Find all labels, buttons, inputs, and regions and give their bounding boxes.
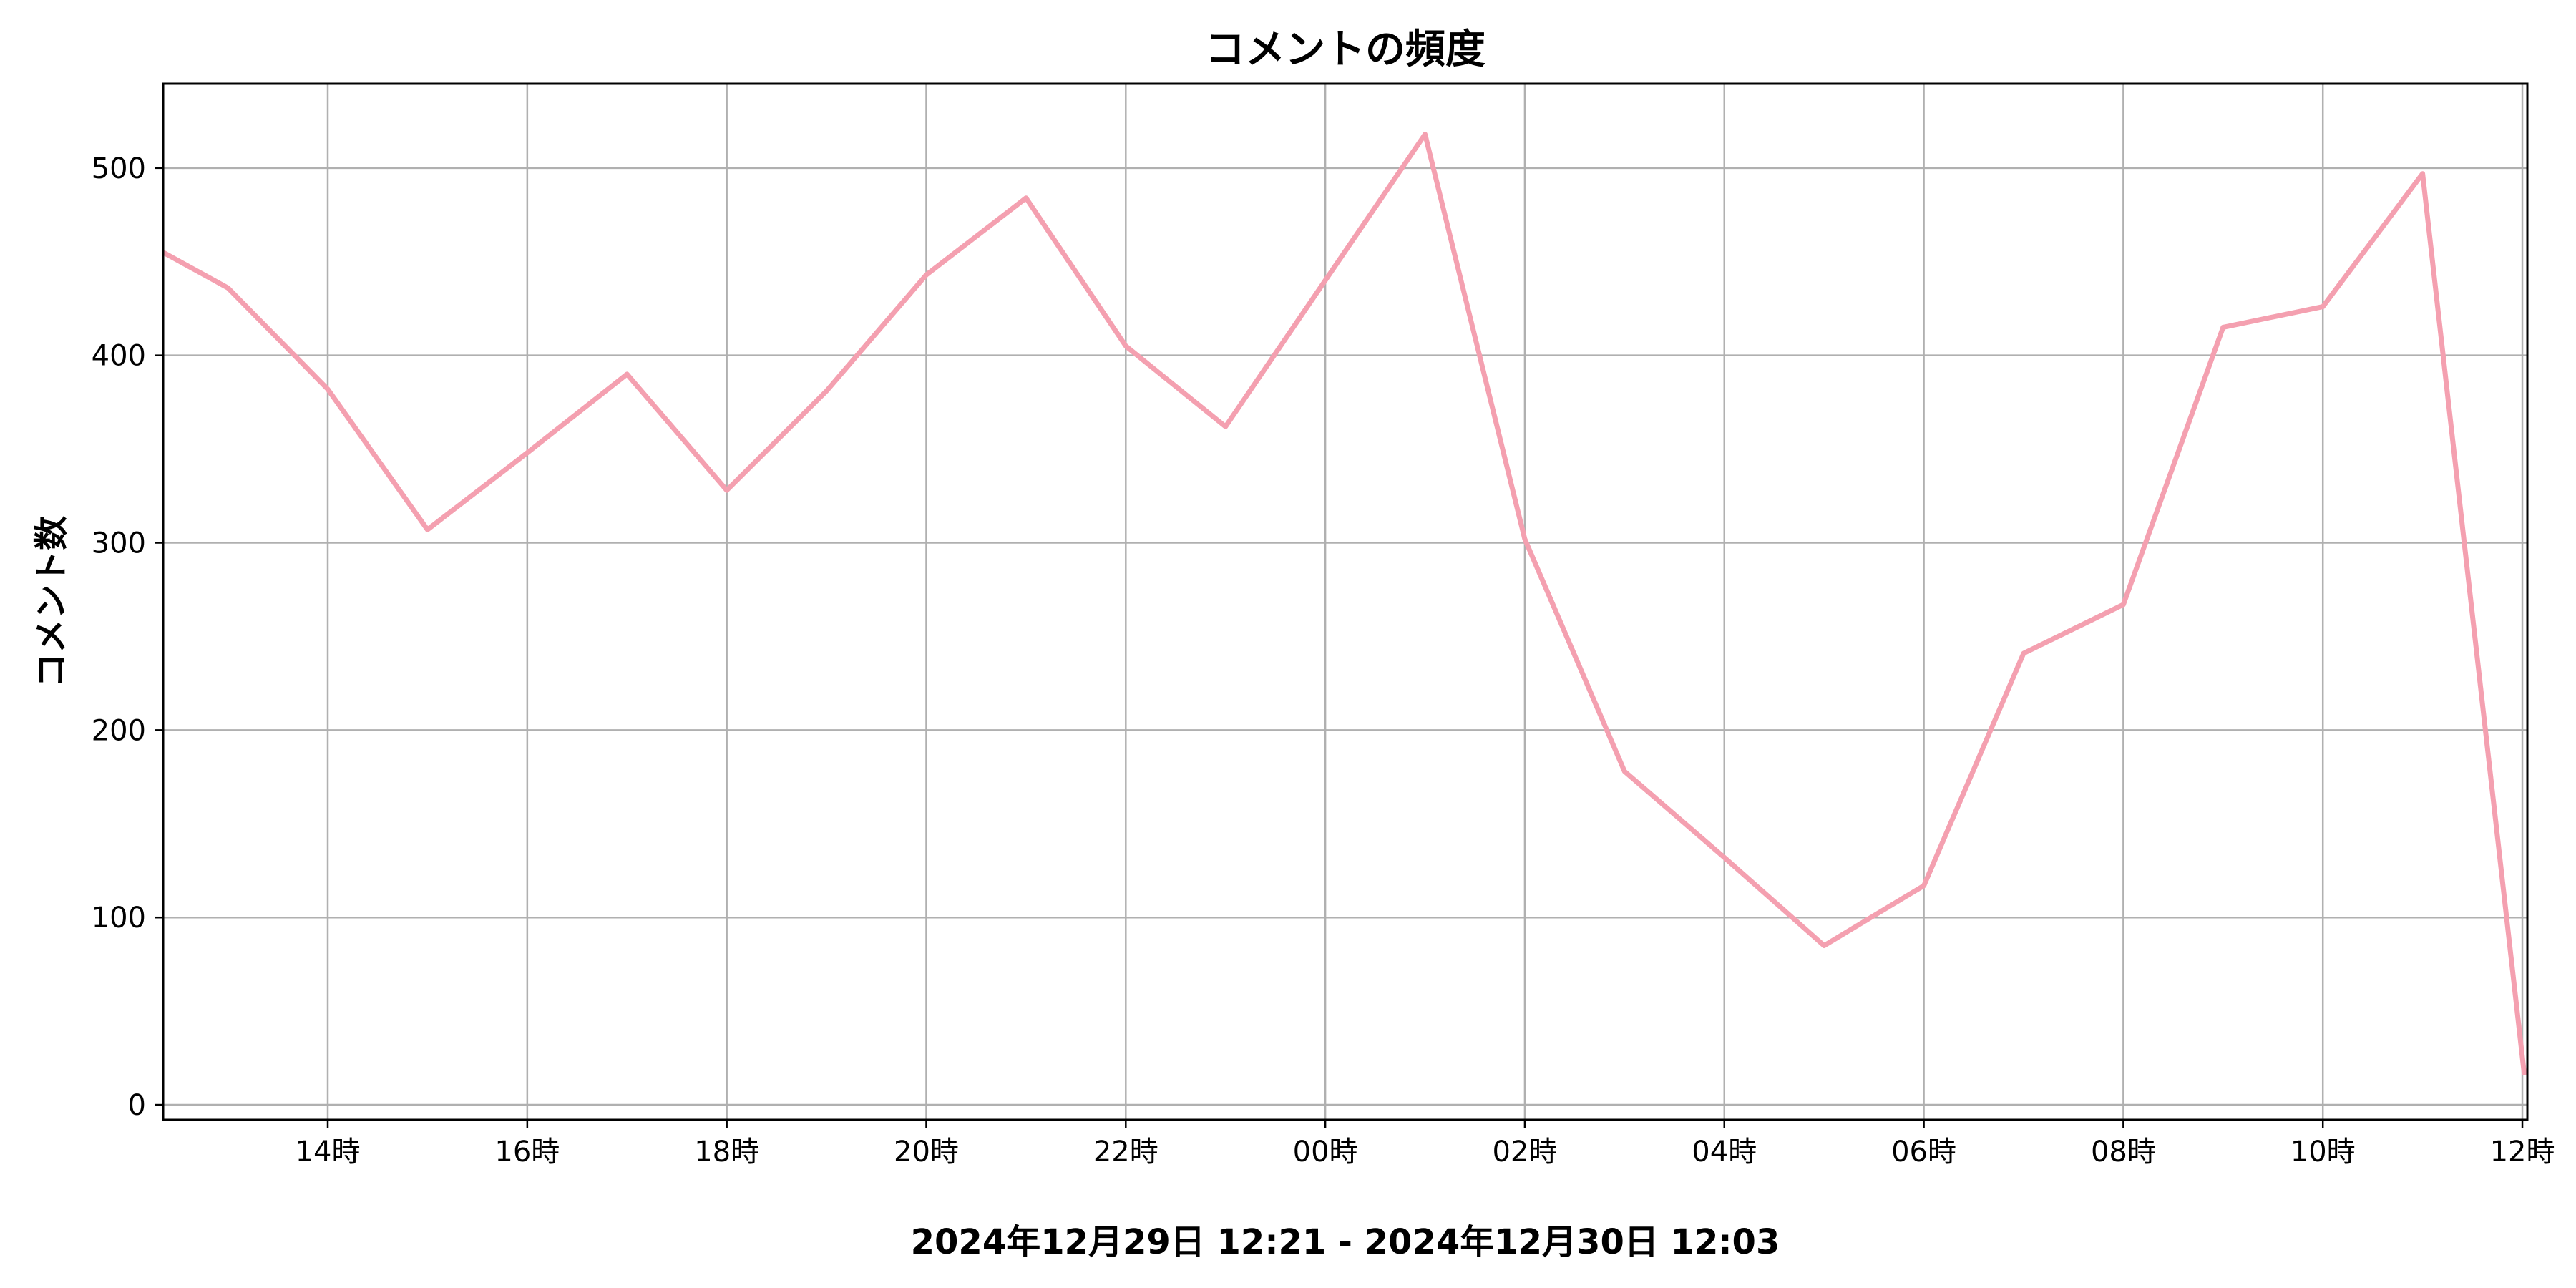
y-tick-label: 200 — [92, 714, 146, 747]
x-tick-label: 12時 — [2490, 1136, 2555, 1169]
x-tick-label: 14時 — [296, 1136, 361, 1169]
x-tick-label: 10時 — [2290, 1136, 2356, 1169]
x-tick-label: 08時 — [2091, 1136, 2156, 1169]
x-tick-label: 06時 — [1891, 1136, 1956, 1169]
x-tick-label: 22時 — [1093, 1136, 1158, 1169]
plot-frame — [162, 82, 2529, 1121]
x-tick-label: 20時 — [894, 1136, 959, 1169]
series-group — [162, 132, 2527, 1075]
chart-title: コメントの頻度 — [1205, 26, 1485, 73]
grid — [163, 84, 2527, 1120]
x-axis-label: 2024年12月29日 12:21 - 2024年12月30日 12:03 — [911, 1222, 1780, 1262]
y-tick-label: 300 — [92, 527, 146, 560]
x-tick-label: 18時 — [694, 1136, 759, 1169]
y-tick-label: 500 — [92, 152, 146, 185]
x-tick-label: 00時 — [1293, 1136, 1358, 1169]
y-tick-label: 400 — [92, 340, 146, 373]
y-axis-label: コメント数 — [31, 516, 72, 688]
x-tick-label: 02時 — [1492, 1136, 1557, 1169]
x-tick-label: 16時 — [494, 1136, 560, 1169]
y-tick-label: 0 — [128, 1089, 146, 1122]
x-tick-label: 04時 — [1692, 1136, 1757, 1169]
series-line — [162, 132, 2527, 1075]
ticks: 0 100 200 300 400 500 14時 16時 18時 20時 22時 00時 02時 04時… — [92, 152, 2555, 1169]
y-tick-label: 100 — [92, 902, 146, 935]
